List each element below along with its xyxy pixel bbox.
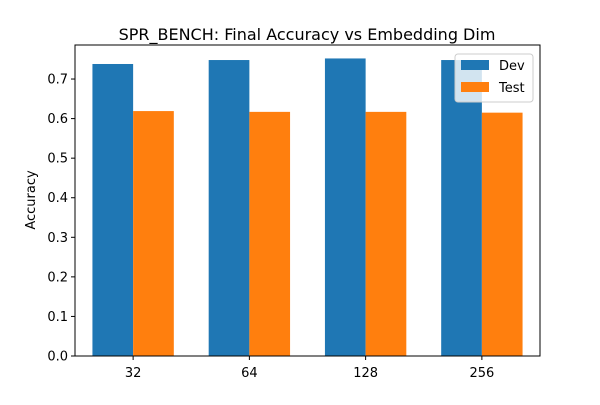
y-tick-label: 0.2	[47, 270, 68, 285]
legend-label-dev: Dev	[499, 59, 525, 74]
y-tick-label: 0.4	[47, 191, 68, 206]
legend-swatch-test	[461, 82, 489, 92]
bars-group	[92, 58, 523, 357]
bar-test-128	[365, 111, 407, 356]
y-axis-label: Accuracy	[24, 170, 39, 230]
bar-dev-128	[324, 58, 366, 356]
x-axis: 32 64 128 256	[125, 356, 494, 381]
legend: Dev Test	[454, 53, 534, 103]
bar-dev-256	[441, 60, 482, 357]
y-tick-label: 0.5	[47, 152, 68, 167]
chart-title: SPR_BENCH: Final Accuracy vs Embedding D…	[119, 25, 496, 45]
x-tick-label: 128	[353, 366, 378, 381]
y-tick-label: 0.7	[47, 73, 68, 88]
x-tick-label: 32	[125, 366, 142, 381]
y-tick-label: 0.6	[47, 112, 68, 127]
x-tick-label: 256	[469, 366, 494, 381]
bar-test-256	[481, 112, 523, 356]
bar-test-64	[249, 111, 291, 356]
plot-frame	[74, 44, 541, 357]
y-tick-label: 0.3	[47, 231, 68, 246]
bar-dev-64	[208, 60, 250, 357]
x-tick-label: 64	[241, 366, 258, 381]
y-tick-label: 0.1	[47, 310, 68, 325]
legend-label-test: Test	[498, 81, 525, 96]
legend-swatch-dev	[461, 60, 489, 70]
y-tick-label: 0.0	[47, 350, 68, 365]
bar-dev-32	[92, 63, 134, 356]
bar-test-32	[133, 111, 174, 356]
y-axis: 0.0 0.1 0.2 0.3 0.4 0.5 0.6 0.7	[47, 73, 75, 365]
